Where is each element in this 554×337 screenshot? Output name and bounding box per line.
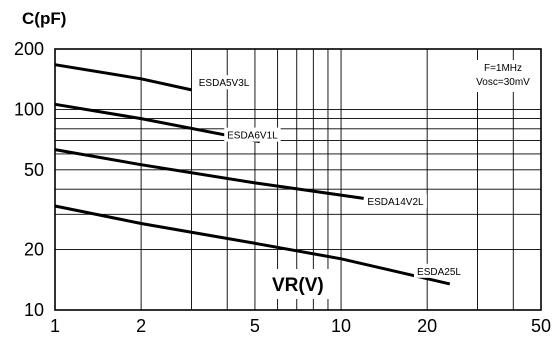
series-line-esda6v1l <box>54 102 261 144</box>
series-label-esda25l: ESDA25L <box>417 267 461 278</box>
y-tick-label: 100 <box>14 99 44 119</box>
x-tick-label: 2 <box>136 316 146 336</box>
x-tick-label: 50 <box>531 316 551 336</box>
y-tick-label: 200 <box>14 39 44 59</box>
x-tick-label: 10 <box>331 316 351 336</box>
y-tick-label: 20 <box>24 240 44 260</box>
series-label-bg <box>224 127 281 142</box>
annotation-bg <box>470 60 536 92</box>
series-labels: ESDA5V3L ESDA6V1L ESDA14V2L ESDA25L <box>195 75 465 278</box>
y-tick-label: 50 <box>24 160 44 180</box>
series-label-bg <box>413 263 465 278</box>
series-lines <box>54 63 451 286</box>
y-axis-label: C(pF) <box>22 9 66 28</box>
x-tick-labels: 1 2 5 10 20 50 <box>50 316 551 336</box>
x-tick-label: 5 <box>250 316 260 336</box>
series-line-esda14v2l <box>54 148 364 200</box>
series-label-bg <box>364 194 427 209</box>
series-line-esda25l <box>54 204 451 286</box>
series-label-bg <box>195 75 253 90</box>
plot-frame <box>54 48 542 311</box>
x-axis-label-bg <box>266 269 336 299</box>
x-tick-label: 1 <box>50 316 60 336</box>
x-tick-label: 20 <box>417 316 437 336</box>
series-label-esda5v3l: ESDA5V3L <box>199 78 250 89</box>
series-label-esda14v2l: ESDA14V2L <box>367 197 424 208</box>
series-line-esda5v3l <box>54 63 192 92</box>
annotation-vosc: Vosc=30mV <box>476 77 530 88</box>
series-label-esda6v1l: ESDA6V1L <box>227 131 278 142</box>
y-tick-label: 10 <box>24 300 44 320</box>
x-axis-label: VR(V) <box>272 275 324 296</box>
y-tick-labels: 200 100 50 20 10 <box>14 39 44 320</box>
annotation-frequency: F=1MHz <box>484 63 522 74</box>
